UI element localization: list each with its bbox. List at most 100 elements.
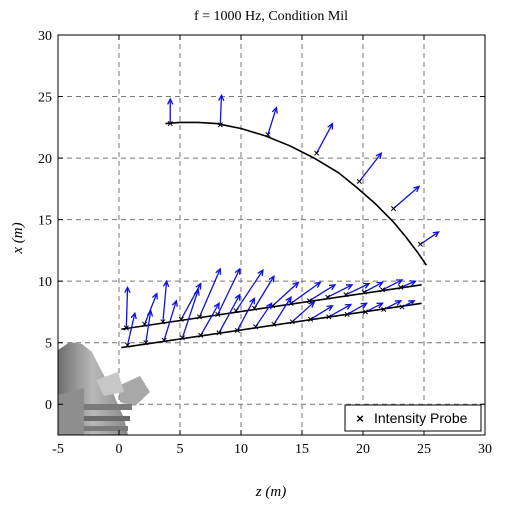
probe-marker: [390, 205, 397, 212]
probe-marker: [234, 327, 240, 333]
vector-head: [409, 280, 417, 287]
y-tick-label: 5: [45, 337, 52, 352]
vector-head: [344, 303, 353, 310]
vector-shaft: [267, 107, 277, 135]
intensity-vector: [161, 299, 178, 343]
y-tick-label: 20: [38, 152, 52, 167]
intensity-vectors: [123, 93, 440, 348]
vector-head: [215, 267, 222, 275]
probe-marker: [288, 300, 294, 306]
vector-head: [257, 268, 264, 277]
x-axis-ticks: -5 0 5 10 15 20 25 30: [52, 35, 492, 457]
probe-marker: [326, 314, 332, 320]
vector-head: [162, 279, 170, 287]
vector-head: [360, 302, 368, 309]
vector-head: [193, 288, 200, 296]
x-axis-label: z (m): [255, 484, 286, 500]
vector-shaft: [144, 293, 158, 325]
legend: × Intensity Probe: [344, 404, 482, 432]
vector-shaft: [382, 279, 403, 291]
vector-head: [326, 304, 334, 312]
probe-marker: [343, 292, 349, 298]
intensity-vector: [251, 274, 275, 311]
probe-marker: [289, 319, 295, 325]
intensity-vector: [271, 295, 292, 327]
intensity-vector: [234, 297, 256, 333]
vector-shaft: [218, 294, 241, 334]
vector-shaft: [290, 281, 321, 304]
probe-marker: [325, 294, 331, 300]
x-tick-label: 30: [478, 442, 492, 457]
vector-head: [413, 185, 421, 193]
y-tick-label: 10: [38, 275, 52, 290]
array-arc: [165, 121, 428, 266]
probe-marker: [215, 311, 221, 317]
probe-marker: [160, 319, 166, 325]
vector-shaft: [235, 269, 264, 312]
probe-marker: [379, 287, 386, 293]
vector-head: [376, 281, 384, 288]
vector-shaft: [358, 152, 382, 182]
x-tick-label: 0: [116, 442, 123, 457]
vector-shaft: [200, 302, 220, 336]
vector-head: [146, 309, 154, 317]
intensity-vector: [216, 293, 241, 336]
intensity-vector: [270, 281, 300, 309]
x-tick-label: -5: [52, 442, 64, 457]
vector-shaft: [316, 123, 334, 154]
vector-head: [292, 281, 300, 289]
probe-marker: [167, 121, 173, 127]
vector-shaft: [401, 300, 415, 308]
vector-head: [346, 284, 354, 291]
vector-shaft: [363, 281, 383, 293]
intensity-vector: [361, 281, 384, 295]
vector-shaft: [327, 284, 353, 298]
vector-shaft: [393, 185, 420, 210]
probe-marker: [398, 284, 404, 290]
vector-shaft: [291, 301, 315, 323]
probe-marker: [271, 321, 277, 327]
vector-shaft: [345, 283, 370, 296]
intensity-vector: [217, 93, 225, 128]
vector-head: [124, 285, 131, 294]
x-tick-label: 15: [295, 442, 309, 457]
intensity-vector: [233, 268, 264, 314]
nozzle-silhouette: [58, 342, 150, 435]
intensity-vector: [356, 151, 383, 185]
probe-marker: [216, 330, 222, 336]
plot-frame: [57, 34, 486, 436]
legend-box: [344, 404, 482, 432]
vector-head: [394, 300, 403, 307]
x-tick-label: 25: [417, 442, 431, 457]
intensity-vector: [314, 122, 334, 156]
vector-head: [130, 311, 137, 320]
probe-marker: [124, 342, 131, 348]
vector-head: [268, 274, 275, 283]
vector-head: [308, 301, 316, 308]
vector-shaft: [310, 305, 333, 320]
vector-shaft: [145, 310, 152, 343]
vector-shaft: [365, 302, 383, 313]
vector-head: [249, 297, 256, 305]
intensity-vector: [215, 267, 241, 317]
vector-head: [234, 293, 241, 301]
probe-marker: [179, 335, 185, 341]
probe-marker: [142, 321, 148, 327]
probe-marker: [253, 324, 259, 330]
intensity-vector: [288, 281, 322, 306]
probe-marker: [314, 150, 320, 156]
vector-head: [376, 302, 384, 309]
intensity-vector: [307, 304, 334, 322]
probe-marker: [307, 316, 314, 322]
intensity-vector: [196, 267, 222, 320]
probe-marker: [344, 311, 350, 317]
intensity-vector: [253, 302, 273, 330]
vector-shaft: [346, 302, 367, 315]
vector-shaft: [236, 298, 255, 331]
grid-lines: [58, 35, 485, 435]
intensity-vector: [179, 288, 200, 341]
vector-head: [171, 299, 178, 307]
vector-head: [375, 151, 383, 160]
intensity-vector: [417, 231, 440, 247]
